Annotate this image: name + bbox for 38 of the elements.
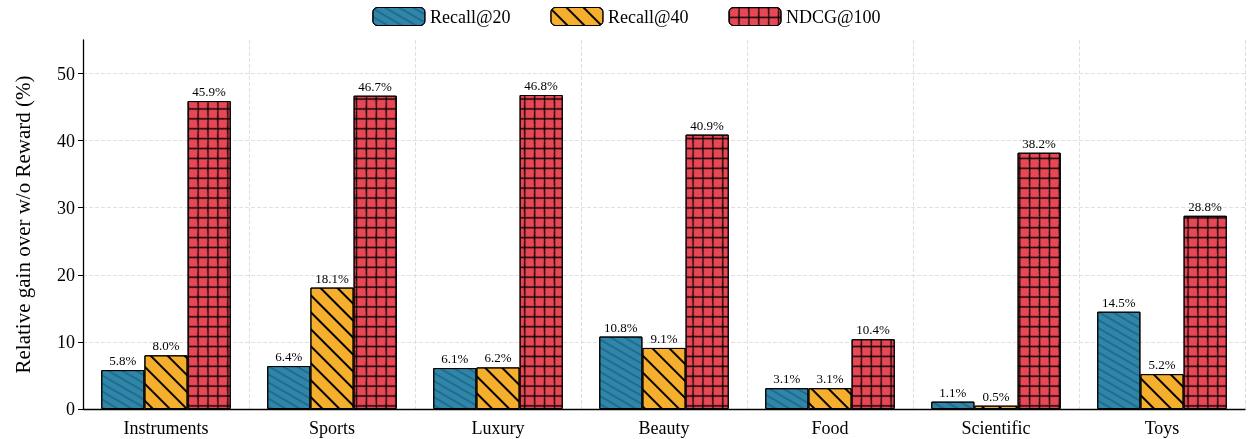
data-label: 46.7%	[358, 78, 393, 94]
data-label: 10.4%	[856, 322, 891, 338]
y-tick-label: 0	[66, 399, 75, 419]
x-tick-label: Scientific	[961, 418, 1031, 438]
data-label: 18.1%	[315, 270, 349, 286]
legend-label: Recall@20	[429, 6, 511, 27]
data-label: 10.8%	[604, 319, 638, 335]
data-label: 40.9%	[690, 117, 725, 133]
data-label: 6.4%	[275, 349, 303, 365]
data-label: 3.1%	[773, 371, 801, 387]
data-label: 46.8%	[524, 78, 559, 94]
x-tick-label: Beauty	[638, 418, 690, 438]
x-tick-label: Luxury	[471, 418, 525, 438]
data-label: 6.1%	[441, 351, 469, 367]
legend-label: NDCG@100	[786, 6, 881, 27]
legend-label: Recall@40	[607, 6, 689, 27]
y-tick-label: 10	[57, 331, 75, 352]
data-label: 6.2%	[484, 350, 512, 366]
x-tick-label: Instruments	[123, 418, 209, 438]
y-tick-label: 50	[57, 63, 75, 84]
data-label: 3.1%	[816, 371, 844, 387]
y-tick-label: 20	[57, 264, 75, 285]
y-axis-title: Relative gain over w/o Reward (%)	[10, 75, 35, 374]
y-tick-label: 30	[57, 197, 75, 218]
data-label: 8.0%	[152, 338, 180, 354]
data-label: 14.5%	[1102, 294, 1136, 310]
data-label: 38.2%	[1022, 135, 1057, 151]
data-label: 0.5%	[982, 388, 1010, 404]
x-tick-label: Food	[811, 418, 849, 438]
data-label: 28.8%	[1188, 198, 1223, 214]
data-label: 45.9%	[192, 84, 227, 100]
x-tick-label: Toys	[1144, 418, 1180, 438]
y-tick-label: 40	[57, 130, 75, 151]
data-label: 5.2%	[1148, 357, 1176, 373]
data-label: 1.1%	[939, 384, 967, 400]
x-tick-label: Sports	[308, 418, 356, 438]
data-label: 9.1%	[650, 330, 678, 346]
data-label: 5.8%	[109, 353, 137, 369]
